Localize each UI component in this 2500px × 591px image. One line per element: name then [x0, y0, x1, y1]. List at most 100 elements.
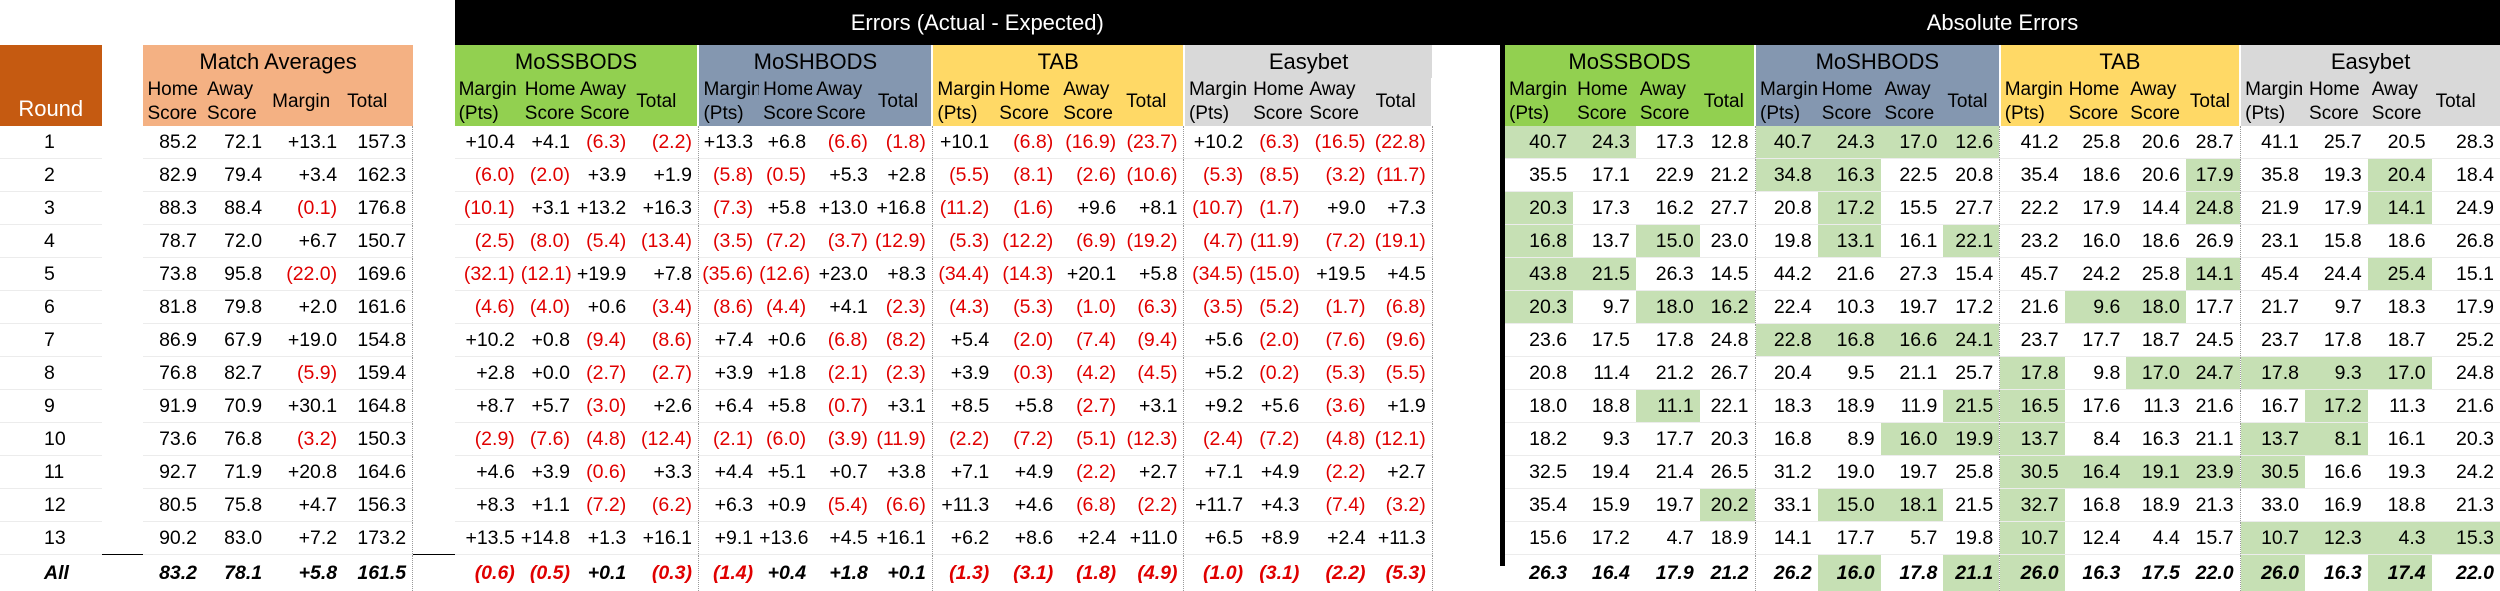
value-cell: (1.0) — [1184, 555, 1249, 591]
value-cell: 24.8 — [1700, 324, 1755, 357]
value-cell: (2.7) — [632, 357, 698, 390]
value-cell: 22.8 — [1755, 324, 1818, 357]
value-cell: (7.3) — [698, 192, 759, 225]
value-cell: (7.6) — [521, 423, 576, 456]
value-cell: 9.7 — [1573, 291, 1636, 324]
value-cell: 21.6 — [2000, 291, 2065, 324]
value-cell: +19.5 — [1305, 258, 1371, 291]
value-cell: (6.6) — [874, 489, 932, 522]
value-cell: 21.1 — [1881, 357, 1944, 390]
value-cell: 17.0 — [1881, 126, 1944, 159]
value-cell: 161.6 — [343, 291, 413, 324]
column-header: Total — [632, 78, 698, 126]
value-cell: (7.2) — [1305, 225, 1371, 258]
column-header: Margin(Pts) — [1505, 78, 1573, 126]
spacer-cell — [413, 324, 455, 357]
value-cell: 4.4 — [2126, 522, 2186, 555]
group-header-easybet: Easybet — [1184, 45, 1432, 78]
value-cell: 85.2 — [143, 126, 203, 159]
value-cell: +3.3 — [632, 456, 698, 489]
value-cell: +30.1 — [268, 390, 343, 423]
blank-cell — [0, 0, 455, 45]
value-cell: 22.1 — [1700, 390, 1755, 423]
value-cell: +5.8 — [759, 192, 812, 225]
value-cell: 32.7 — [2000, 489, 2065, 522]
value-cell: 81.8 — [143, 291, 203, 324]
value-cell: 82.9 — [143, 159, 203, 192]
value-cell: 150.3 — [343, 423, 413, 456]
value-cell: (5.4) — [576, 225, 632, 258]
spacer-cell — [413, 390, 455, 423]
value-cell: (7.2) — [576, 489, 632, 522]
value-cell: 24.2 — [2432, 456, 2500, 489]
value-cell: 18.0 — [1636, 291, 1700, 324]
value-cell: 21.6 — [1818, 258, 1881, 291]
value-cell: +23.0 — [812, 258, 874, 291]
value-cell: (2.2) — [1122, 489, 1184, 522]
value-cell: +9.1 — [698, 522, 759, 555]
value-cell: 21.3 — [2432, 489, 2500, 522]
value-cell: 9.3 — [2305, 357, 2368, 390]
value-cell: +6.4 — [698, 390, 759, 423]
value-cell: 11.3 — [2368, 390, 2432, 423]
value-cell: (6.3) — [1122, 291, 1184, 324]
value-cell: (22.8) — [1372, 126, 1433, 159]
value-cell: 23.7 — [2240, 324, 2305, 357]
value-cell: 27.7 — [1700, 192, 1755, 225]
value-cell: 16.6 — [1881, 324, 1944, 357]
column-header: Total — [2432, 78, 2500, 126]
round-cell: 1 — [0, 126, 102, 159]
value-cell: +1.3 — [576, 522, 632, 555]
value-cell: 14.1 — [2186, 258, 2240, 291]
spacer-cell — [102, 423, 144, 456]
value-cell: (5.5) — [932, 159, 995, 192]
value-cell: (6.2) — [632, 489, 698, 522]
column-header: Total — [1372, 78, 1433, 126]
value-cell: 18.4 — [2432, 159, 2500, 192]
value-cell: (2.2) — [632, 126, 698, 159]
value-cell: 76.8 — [143, 357, 203, 390]
value-cell: 12.3 — [2305, 522, 2368, 555]
value-cell: 19.0 — [1818, 456, 1881, 489]
value-cell: 40.7 — [1505, 126, 1573, 159]
value-cell: 10.7 — [2240, 522, 2305, 555]
value-cell: (7.2) — [759, 225, 812, 258]
value-cell: (1.4) — [698, 555, 759, 591]
value-cell: 26.7 — [1700, 357, 1755, 390]
value-cell: 17.2 — [1818, 192, 1881, 225]
value-cell: +0.6 — [759, 324, 812, 357]
spacer-cell — [413, 423, 455, 456]
value-cell: 8.4 — [2065, 423, 2127, 456]
value-cell: (2.2) — [1305, 456, 1371, 489]
value-cell: 17.7 — [1636, 423, 1700, 456]
value-cell: 22.9 — [1636, 159, 1700, 192]
value-cell: 78.1 — [203, 555, 268, 591]
value-cell: +4.4 — [698, 456, 759, 489]
value-cell: +5.4 — [932, 324, 995, 357]
value-cell: (1.6) — [995, 192, 1059, 225]
value-cell: 44.2 — [1755, 258, 1818, 291]
spacer-cell — [413, 291, 455, 324]
value-cell: +16.1 — [632, 522, 698, 555]
column-header: Total — [2186, 78, 2240, 126]
value-cell: 10.3 — [1818, 291, 1881, 324]
value-cell: (6.8) — [812, 324, 874, 357]
column-header: Margin(Pts) — [932, 78, 995, 126]
value-cell: 13.7 — [2240, 423, 2305, 456]
value-cell: +5.8 — [759, 390, 812, 423]
value-cell: +4.9 — [1249, 456, 1305, 489]
column-header: Margin(Pts) — [1184, 78, 1249, 126]
value-cell: +7.1 — [932, 456, 995, 489]
column-header: Total — [1122, 78, 1184, 126]
value-cell: 31.2 — [1755, 456, 1818, 489]
spacer-cell — [413, 489, 455, 522]
